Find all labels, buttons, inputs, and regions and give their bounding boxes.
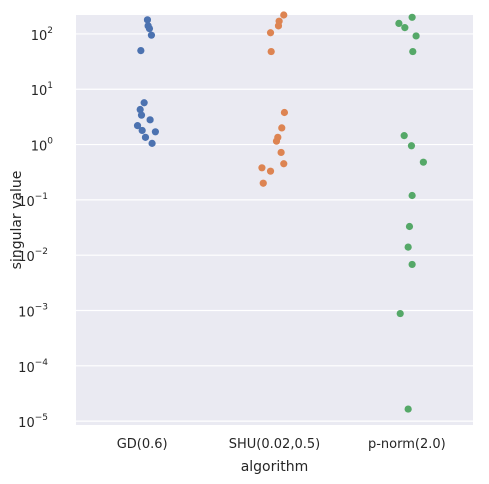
y-tick-exponent: −1 xyxy=(35,192,48,202)
y-tick-exponent: −4 xyxy=(35,358,49,368)
y-tick-exponent: 0 xyxy=(47,137,53,147)
data-point xyxy=(272,137,281,145)
data-point xyxy=(258,164,266,172)
y-tick-label: 101 xyxy=(31,81,53,99)
y-tick-exponent: −2 xyxy=(35,247,48,257)
data-point xyxy=(278,124,286,132)
data-point xyxy=(151,128,159,136)
data-point xyxy=(133,122,142,130)
data-point xyxy=(145,24,154,33)
data-point xyxy=(400,132,408,140)
data-point xyxy=(274,22,283,30)
x-axis-label: algorithm xyxy=(241,459,309,475)
data-point xyxy=(405,222,414,231)
data-point xyxy=(267,47,275,56)
data-point xyxy=(280,11,288,19)
data-point xyxy=(280,160,288,168)
data-point xyxy=(140,99,148,107)
data-point xyxy=(396,309,404,318)
y-tick-label: 100 xyxy=(31,137,54,155)
x-tick-label: GD(0.6) xyxy=(117,437,168,452)
x-tick-label: p-norm(2.0) xyxy=(368,437,446,452)
data-point xyxy=(137,111,146,119)
y-tick-exponent: 2 xyxy=(47,26,53,36)
y-tick-exponent: 1 xyxy=(47,81,53,91)
data-point xyxy=(141,133,150,141)
data-point xyxy=(266,29,275,37)
y-tick-exponent: −3 xyxy=(35,302,48,312)
data-points xyxy=(133,11,427,413)
x-tick-label: SHU(0.02,0.5) xyxy=(229,437,320,452)
data-point xyxy=(404,405,412,413)
data-point xyxy=(147,31,156,39)
data-point xyxy=(404,243,412,251)
data-point xyxy=(401,24,409,32)
data-point xyxy=(277,148,285,157)
data-point xyxy=(407,142,416,150)
data-point xyxy=(408,191,416,200)
data-point xyxy=(412,32,420,40)
y-tick-label: 10−3 xyxy=(18,302,48,320)
x-tick-labels: GD(0.6) SHU(0.02,0.5) p-norm(2.0) xyxy=(117,437,446,452)
y-tick-label: 10−5 xyxy=(18,413,48,431)
data-point xyxy=(138,126,146,135)
data-point xyxy=(266,167,275,175)
data-point xyxy=(146,116,154,124)
data-point xyxy=(409,47,417,56)
y-tick-label: 10−4 xyxy=(18,358,48,376)
data-point xyxy=(136,105,144,114)
plot-background xyxy=(76,15,473,425)
data-point xyxy=(148,139,156,147)
data-point xyxy=(280,108,289,117)
data-point xyxy=(143,16,152,24)
data-point xyxy=(259,179,267,187)
y-tick-exponent: −5 xyxy=(35,413,48,423)
data-point xyxy=(419,158,427,166)
data-point xyxy=(408,13,416,21)
y-axis-label: singular value xyxy=(9,171,25,270)
data-point xyxy=(408,260,416,269)
y-tick-label: 10−2 xyxy=(18,247,48,265)
y-tick-label: 102 xyxy=(31,26,53,44)
gridlines xyxy=(76,33,473,422)
y-tick-label: 10−1 xyxy=(18,192,48,210)
data-point xyxy=(137,46,145,55)
data-point xyxy=(395,19,403,28)
